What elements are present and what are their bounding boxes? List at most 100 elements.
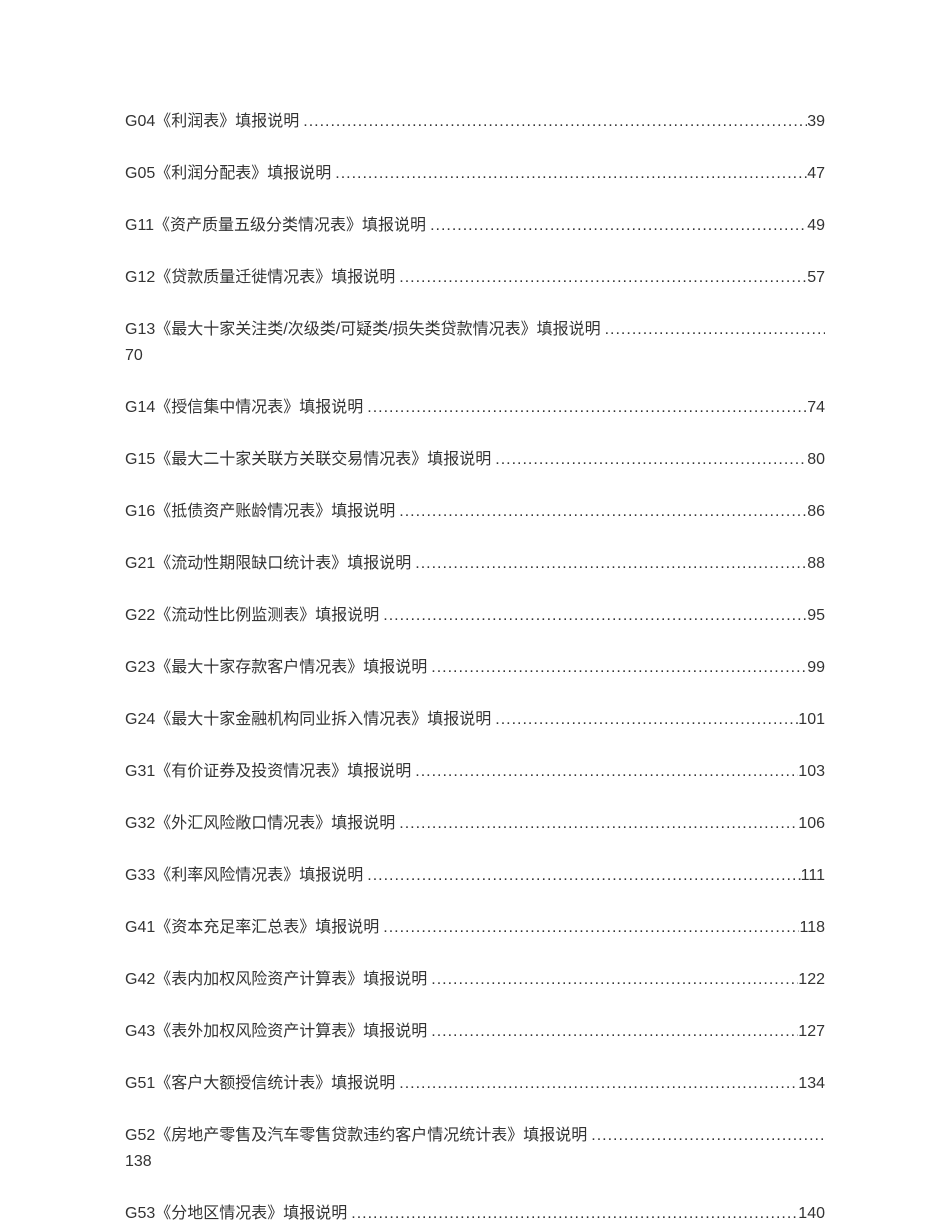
toc-line: G16《抵债资产账龄情况表》填报说明......................… xyxy=(125,500,825,524)
toc-page-number: 138 xyxy=(125,1150,825,1174)
toc-leader-dots: ........................................… xyxy=(426,214,807,238)
toc-page-number: 74 xyxy=(807,396,825,420)
toc-leader-dots: ........................................… xyxy=(411,552,807,576)
toc-title: G16《抵债资产账龄情况表》填报说明 xyxy=(125,500,395,524)
toc-title: G31《有价证券及投资情况表》填报说明 xyxy=(125,760,411,784)
toc-title: G23《最大十家存款客户情况表》填报说明 xyxy=(125,656,427,680)
toc-page-number: 134 xyxy=(798,1072,825,1096)
toc-entry[interactable]: G05《利润分配表》填报说明..........................… xyxy=(125,162,825,186)
toc-title: G53《分地区情况表》填报说明 xyxy=(125,1202,347,1226)
toc-entry[interactable]: G51《客户大额授信统计表》填报说明......................… xyxy=(125,1072,825,1096)
toc-entry[interactable]: G31《有价证券及投资情况表》填报说明.....................… xyxy=(125,760,825,784)
toc-page-number: 106 xyxy=(798,812,825,836)
toc-title: G22《流动性比例监测表》填报说明 xyxy=(125,604,379,628)
toc-title: G05《利润分配表》填报说明 xyxy=(125,162,331,186)
toc-title: G43《表外加权风险资产计算表》填报说明 xyxy=(125,1020,427,1044)
toc-leader-dots: ........................................… xyxy=(395,266,807,290)
toc-title: G15《最大二十家关联方关联交易情况表》填报说明 xyxy=(125,448,491,472)
toc-line: G12《贷款质量迁徙情况表》填报说明......................… xyxy=(125,266,825,290)
toc-page-number: 86 xyxy=(807,500,825,524)
toc-title: G14《授信集中情况表》填报说明 xyxy=(125,396,363,420)
toc-entry[interactable]: G53《分地区情况表》填报说明.........................… xyxy=(125,1202,825,1226)
toc-leader-dots: ........................................… xyxy=(601,318,825,342)
toc-line: G24《最大十家金融机构同业拆入情况表》填报说明................… xyxy=(125,708,825,732)
toc-page-number: 99 xyxy=(807,656,825,680)
toc-leader-dots: ........................................… xyxy=(379,604,807,628)
toc-page-number: 127 xyxy=(798,1020,825,1044)
toc-line: G51《客户大额授信统计表》填报说明......................… xyxy=(125,1072,825,1096)
toc-entry[interactable]: G04《利润表》填报说明............................… xyxy=(125,110,825,134)
toc-entry[interactable]: G12《贷款质量迁徙情况表》填报说明......................… xyxy=(125,266,825,290)
toc-page-number: 122 xyxy=(798,968,825,992)
toc-entry[interactable]: G16《抵债资产账龄情况表》填报说明......................… xyxy=(125,500,825,524)
toc-leader-dots: ........................................… xyxy=(363,396,807,420)
toc-line: G23《最大十家存款客户情况表》填报说明....................… xyxy=(125,656,825,680)
toc-title: G11《资产质量五级分类情况表》填报说明 xyxy=(125,214,426,238)
toc-entry[interactable]: G32《外汇风险敞口情况表》填报说明......................… xyxy=(125,812,825,836)
toc-page-number: 88 xyxy=(807,552,825,576)
toc-page-number: 95 xyxy=(807,604,825,628)
toc-page-number: 47 xyxy=(807,162,825,186)
toc-title: G32《外汇风险敞口情况表》填报说明 xyxy=(125,812,395,836)
toc-entry[interactable]: G42《表内加权风险资产计算表》填报说明....................… xyxy=(125,968,825,992)
toc-title: G42《表内加权风险资产计算表》填报说明 xyxy=(125,968,427,992)
toc-entry[interactable]: G15《最大二十家关联方关联交易情况表》填报说明................… xyxy=(125,448,825,472)
toc-line: G21《流动性期限缺口统计表》填报说明.....................… xyxy=(125,552,825,576)
toc-line: G42《表内加权风险资产计算表》填报说明....................… xyxy=(125,968,825,992)
toc-page-number: 57 xyxy=(807,266,825,290)
toc-line: G11《资产质量五级分类情况表》填报说明....................… xyxy=(125,214,825,238)
toc-leader-dots: ........................................… xyxy=(395,812,798,836)
toc-entry[interactable]: G14《授信集中情况表》填报说明........................… xyxy=(125,396,825,420)
toc-leader-dots: ........................................… xyxy=(331,162,807,186)
toc-line: G52《房地产零售及汽车零售贷款违约客户情况统计表》填报说明..........… xyxy=(125,1124,825,1148)
toc-title: G24《最大十家金融机构同业拆入情况表》填报说明 xyxy=(125,708,491,732)
toc-page-number: 118 xyxy=(799,916,825,940)
toc-page-number: 70 xyxy=(125,344,825,368)
toc-title: G51《客户大额授信统计表》填报说明 xyxy=(125,1072,395,1096)
toc-page-number: 103 xyxy=(798,760,825,784)
toc-page-number: 39 xyxy=(807,110,825,134)
toc-leader-dots: ........................................… xyxy=(587,1124,825,1148)
toc-entry[interactable]: G43《表外加权风险资产计算表》填报说明....................… xyxy=(125,1020,825,1044)
toc-title: G52《房地产零售及汽车零售贷款违约客户情况统计表》填报说明 xyxy=(125,1124,587,1148)
toc-leader-dots: ........................................… xyxy=(395,1072,798,1096)
toc-page-number: 140 xyxy=(798,1202,825,1226)
toc-entry[interactable]: G52《房地产零售及汽车零售贷款违约客户情况统计表》填报说明..........… xyxy=(125,1124,825,1174)
document-page: G04《利润表》填报说明............................… xyxy=(0,0,950,1230)
toc-entry[interactable]: G24《最大十家金融机构同业拆入情况表》填报说明................… xyxy=(125,708,825,732)
toc-title: G13《最大十家关注类/次级类/可疑类/损失类贷款情况表》填报说明 xyxy=(125,318,601,342)
toc-line: G05《利润分配表》填报说明..........................… xyxy=(125,162,825,186)
toc-entry[interactable]: G21《流动性期限缺口统计表》填报说明.....................… xyxy=(125,552,825,576)
toc-title: G41《资本充足率汇总表》填报说明 xyxy=(125,916,379,940)
toc-line: G32《外汇风险敞口情况表》填报说明......................… xyxy=(125,812,825,836)
toc-leader-dots: ........................................… xyxy=(411,760,798,784)
toc-entry[interactable]: G13《最大十家关注类/次级类/可疑类/损失类贷款情况表》填报说明.......… xyxy=(125,318,825,368)
toc-entry[interactable]: G33《利率风险情况表》填报说明........................… xyxy=(125,864,825,888)
toc-line: G43《表外加权风险资产计算表》填报说明....................… xyxy=(125,1020,825,1044)
toc-title: G04《利润表》填报说明 xyxy=(125,110,299,134)
toc-title: G12《贷款质量迁徙情况表》填报说明 xyxy=(125,266,395,290)
toc-leader-dots: ........................................… xyxy=(299,110,807,134)
toc-line: G53《分地区情况表》填报说明.........................… xyxy=(125,1202,825,1226)
toc-line: G13《最大十家关注类/次级类/可疑类/损失类贷款情况表》填报说明.......… xyxy=(125,318,825,342)
toc-leader-dots: ........................................… xyxy=(491,448,807,472)
toc-title: G33《利率风险情况表》填报说明 xyxy=(125,864,363,888)
toc-line: G15《最大二十家关联方关联交易情况表》填报说明................… xyxy=(125,448,825,472)
table-of-contents: G04《利润表》填报说明............................… xyxy=(125,110,825,1226)
toc-line: G04《利润表》填报说明............................… xyxy=(125,110,825,134)
toc-leader-dots: ........................................… xyxy=(395,500,807,524)
toc-page-number: 111 xyxy=(801,864,825,888)
toc-line: G31《有价证券及投资情况表》填报说明.....................… xyxy=(125,760,825,784)
toc-line: G14《授信集中情况表》填报说明........................… xyxy=(125,396,825,420)
toc-leader-dots: ........................................… xyxy=(347,1202,798,1226)
toc-leader-dots: ........................................… xyxy=(427,656,807,680)
toc-entry[interactable]: G23《最大十家存款客户情况表》填报说明....................… xyxy=(125,656,825,680)
toc-entry[interactable]: G41《资本充足率汇总表》填报说明.......................… xyxy=(125,916,825,940)
toc-line: G22《流动性比例监测表》填报说明.......................… xyxy=(125,604,825,628)
toc-leader-dots: ........................................… xyxy=(379,916,799,940)
toc-line: G41《资本充足率汇总表》填报说明.......................… xyxy=(125,916,825,940)
toc-page-number: 80 xyxy=(807,448,825,472)
toc-entry[interactable]: G22《流动性比例监测表》填报说明.......................… xyxy=(125,604,825,628)
toc-entry[interactable]: G11《资产质量五级分类情况表》填报说明....................… xyxy=(125,214,825,238)
toc-page-number: 49 xyxy=(807,214,825,238)
